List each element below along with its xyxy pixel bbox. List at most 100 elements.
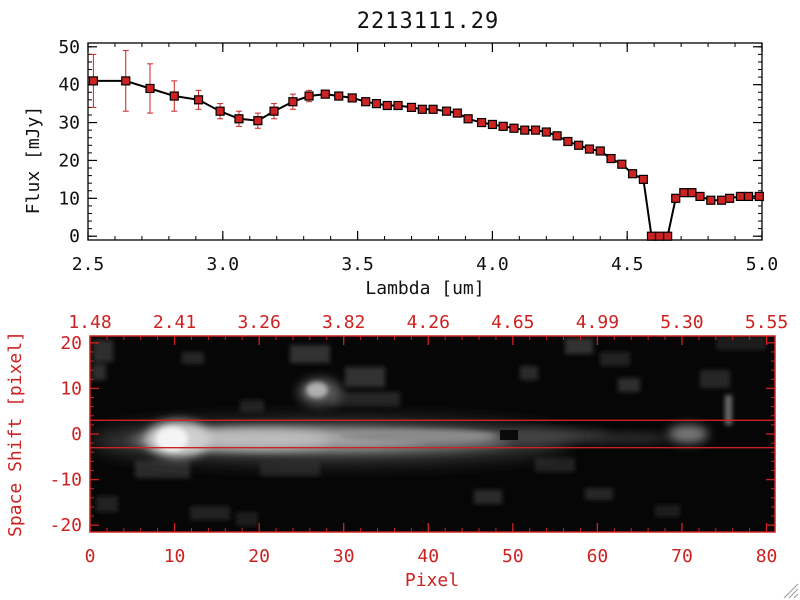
wavelength-tick-label: 5.55 bbox=[745, 312, 788, 333]
data-point bbox=[320, 89, 330, 99]
data-point bbox=[393, 100, 403, 111]
top-x-tick-label: 2.5 bbox=[72, 254, 105, 275]
data-point bbox=[627, 169, 638, 179]
top-y-tick-label: 0 bbox=[69, 226, 80, 247]
wavelength-top-tick-labels: 1.48 2.41 3.26 3.82 4.26 4.65 4.99 5.30 5.55 bbox=[68, 312, 788, 333]
wavelength-tick-label: 3.26 bbox=[237, 312, 280, 333]
data-point bbox=[334, 91, 344, 101]
data-point bbox=[735, 191, 746, 202]
series-line-flux bbox=[93, 79, 760, 238]
data-point bbox=[743, 191, 754, 202]
bottom-x-tick-label: 80 bbox=[756, 546, 778, 567]
data-point bbox=[574, 140, 584, 150]
top-x-tick-label: 4.0 bbox=[476, 254, 509, 275]
data-point bbox=[406, 102, 417, 113]
bottom-x-tick-label: 0 bbox=[85, 546, 96, 567]
wavelength-tick-label: 5.30 bbox=[660, 312, 703, 333]
secondary-source bbox=[298, 378, 342, 406]
chart-title: 2213111.29 bbox=[357, 9, 499, 34]
data-point bbox=[193, 95, 204, 105]
data-point bbox=[169, 91, 179, 101]
top-axis-ticks bbox=[87, 43, 763, 240]
data-point bbox=[638, 174, 648, 184]
data-point bbox=[269, 106, 279, 116]
bottom-x-tick-label: 10 bbox=[164, 546, 186, 567]
top-x-tick-label: 5.0 bbox=[746, 254, 779, 275]
data-point bbox=[382, 100, 392, 111]
bottom-y-tick-label: -10 bbox=[49, 470, 82, 491]
spectral-image bbox=[90, 336, 775, 532]
data-point bbox=[304, 91, 314, 101]
bottom-x-axis-label: Pixel bbox=[405, 570, 459, 591]
data-point bbox=[452, 108, 462, 118]
data-point bbox=[671, 193, 681, 203]
bottom-x-tick-label: 40 bbox=[417, 546, 439, 567]
background-noise bbox=[92, 336, 766, 526]
bottom-y-tick-labels: -20 -10 0 10 20 bbox=[49, 333, 82, 536]
data-point bbox=[552, 131, 562, 141]
wavelength-tick-label: 3.82 bbox=[322, 312, 365, 333]
top-y-tick-label: 20 bbox=[58, 150, 80, 171]
data-point bbox=[477, 117, 487, 128]
data-point bbox=[288, 97, 298, 107]
data-point bbox=[487, 119, 497, 130]
bottom-x-tick-label: 20 bbox=[248, 546, 270, 567]
bottom-x-tick-label: 70 bbox=[671, 546, 693, 567]
top-y-tick-label: 50 bbox=[58, 37, 80, 58]
data-point bbox=[606, 153, 616, 164]
data-point bbox=[706, 195, 716, 205]
data-markers bbox=[88, 76, 764, 241]
data-point bbox=[646, 231, 657, 241]
top-plot-frame bbox=[87, 42, 763, 241]
top-y-tick-label: 40 bbox=[58, 75, 80, 96]
spectral-trace bbox=[90, 395, 732, 463]
top-y-tick-label: 10 bbox=[58, 188, 80, 209]
bottom-y-tick-label: 0 bbox=[71, 424, 82, 445]
data-point bbox=[584, 144, 595, 154]
bottom-y-tick-label: 20 bbox=[60, 333, 82, 354]
data-point bbox=[541, 127, 551, 137]
top-x-tick-label: 4.5 bbox=[611, 254, 644, 275]
data-point bbox=[687, 188, 697, 198]
bottom-y-axis-label: Space Shift [pixel] bbox=[5, 331, 26, 537]
data-point bbox=[695, 191, 705, 202]
data-point bbox=[716, 195, 727, 205]
wavelength-tick-label: 2.41 bbox=[153, 312, 196, 333]
data-point bbox=[498, 121, 508, 131]
data-point bbox=[463, 114, 473, 124]
data-point bbox=[347, 93, 357, 103]
bottom-x-tick-labels: 0 10 20 30 40 50 60 70 80 bbox=[85, 546, 778, 567]
data-point bbox=[441, 106, 452, 116]
resize-grip-icon[interactable] bbox=[783, 583, 799, 599]
data-point bbox=[617, 159, 627, 169]
bottom-y-tick-label: -20 bbox=[49, 515, 82, 536]
data-point bbox=[361, 97, 371, 107]
top-y-tick-labels: 0 10 20 30 40 50 bbox=[58, 37, 80, 247]
data-point bbox=[509, 123, 519, 133]
top-y-axis-label: Flux [mJy] bbox=[23, 106, 44, 214]
wavelength-tick-label: 1.48 bbox=[68, 312, 111, 333]
data-point bbox=[428, 104, 438, 114]
top-x-tick-label: 3.0 bbox=[207, 254, 240, 275]
data-point bbox=[595, 146, 605, 156]
bottom-axis-ticks bbox=[89, 336, 775, 532]
data-point bbox=[679, 188, 689, 198]
data-point bbox=[563, 136, 573, 147]
top-x-tick-label: 3.5 bbox=[341, 254, 374, 275]
data-point bbox=[654, 231, 665, 241]
top-plot-area bbox=[87, 42, 764, 241]
top-y-tick-label: 30 bbox=[58, 113, 80, 134]
error-bars bbox=[90, 50, 313, 129]
bottom-x-tick-label: 30 bbox=[333, 546, 355, 567]
bottom-y-tick-label: 10 bbox=[60, 378, 82, 399]
data-point bbox=[234, 114, 244, 124]
top-x-tick-labels: 2.5 3.0 3.5 4.0 4.5 5.0 bbox=[72, 254, 779, 275]
wavelength-tick-label: 4.26 bbox=[407, 312, 450, 333]
data-point bbox=[371, 99, 382, 109]
top-x-axis-label: Lambda [um] bbox=[365, 278, 484, 299]
data-point bbox=[754, 191, 764, 202]
data-point bbox=[530, 125, 541, 135]
data-point bbox=[145, 83, 155, 94]
wavelength-tick-label: 4.99 bbox=[576, 312, 619, 333]
